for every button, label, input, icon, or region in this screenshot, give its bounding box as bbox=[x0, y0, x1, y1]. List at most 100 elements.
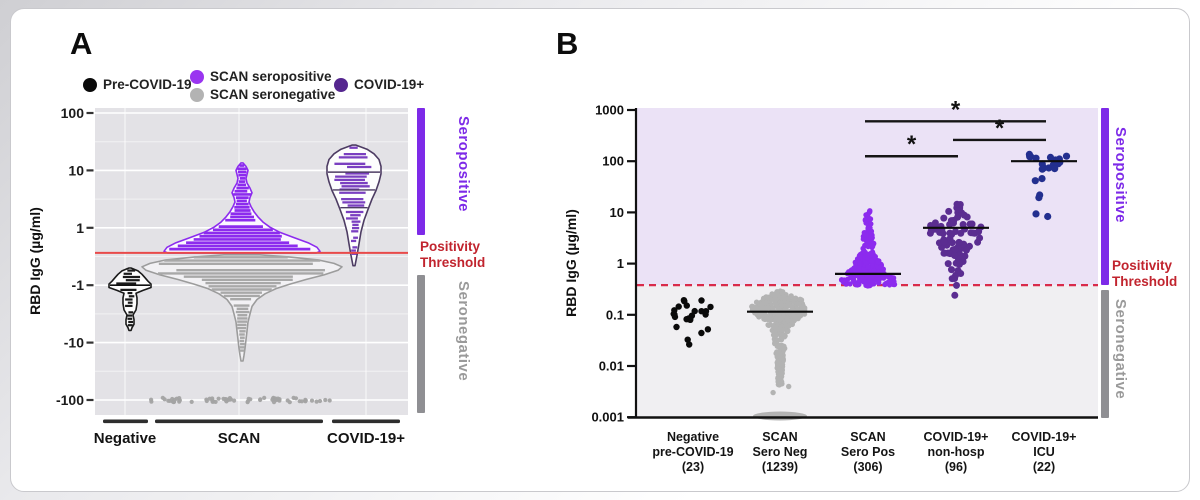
data-point bbox=[796, 301, 802, 307]
data-point bbox=[948, 230, 956, 238]
data-point bbox=[878, 264, 884, 270]
data-point bbox=[753, 299, 760, 305]
data-point bbox=[1035, 194, 1043, 202]
x-category-label: (23) bbox=[682, 460, 704, 474]
panel-b-seropositive-bar bbox=[1101, 108, 1109, 285]
data-point bbox=[698, 329, 705, 337]
y-tick-label: -10 bbox=[64, 335, 84, 351]
data-point bbox=[782, 345, 788, 352]
data-point bbox=[1046, 153, 1055, 161]
panel-a-positivity-threshold-label: Positivity Threshold bbox=[420, 239, 485, 271]
data-point bbox=[1044, 212, 1052, 221]
data-point bbox=[865, 251, 871, 258]
data-point bbox=[790, 297, 797, 303]
data-point bbox=[854, 282, 861, 288]
baseline-strip-dot bbox=[314, 399, 319, 404]
data-point bbox=[788, 303, 795, 310]
baseline-strip-dot bbox=[232, 398, 237, 403]
legend-item-covid19: COVID-19+ bbox=[334, 77, 424, 92]
significance-star: * bbox=[951, 96, 961, 123]
legend-item-scan-seronegative: SCAN seronegative bbox=[190, 87, 335, 102]
data-point bbox=[861, 230, 867, 236]
data-point bbox=[681, 298, 688, 305]
x-category-label: (22) bbox=[1033, 460, 1055, 474]
data-point bbox=[960, 211, 968, 219]
data-point bbox=[1038, 165, 1046, 173]
data-point bbox=[875, 259, 881, 265]
x-group-bracket bbox=[103, 419, 148, 424]
data-point bbox=[856, 260, 862, 266]
data-point bbox=[775, 312, 782, 318]
data-point bbox=[959, 253, 967, 261]
x-group-bracket bbox=[332, 419, 400, 424]
data-point bbox=[955, 260, 963, 268]
data-point bbox=[779, 331, 786, 338]
data-point bbox=[767, 316, 773, 322]
x-category-label: SCAN bbox=[762, 430, 797, 444]
y-tick-label: 1000 bbox=[595, 103, 624, 118]
x-category-label: ICU bbox=[1033, 445, 1055, 459]
data-point bbox=[876, 277, 882, 283]
y-tick-label: 0.01 bbox=[599, 359, 624, 374]
y-tick-label: 1 bbox=[76, 220, 84, 236]
panel-b-seronegative-label: Seronegative bbox=[1112, 299, 1129, 400]
data-point bbox=[770, 389, 776, 396]
data-point bbox=[1051, 165, 1059, 173]
data-point bbox=[776, 361, 782, 367]
baseline-strip-dot bbox=[293, 396, 299, 401]
data-point bbox=[940, 214, 948, 222]
legend-dot-gray-icon bbox=[190, 87, 204, 102]
data-point bbox=[675, 303, 682, 310]
data-point bbox=[890, 275, 897, 281]
data-point bbox=[684, 336, 691, 343]
baseline-strip-dot bbox=[262, 395, 267, 400]
data-point bbox=[953, 200, 961, 208]
x-category-label: (1239) bbox=[762, 460, 798, 474]
data-point bbox=[769, 291, 775, 297]
data-point bbox=[772, 333, 779, 339]
data-point bbox=[752, 304, 759, 311]
data-point bbox=[707, 303, 714, 311]
panel-a-seronegative-label: Seronegative bbox=[455, 281, 472, 382]
data-point bbox=[785, 296, 792, 302]
data-point bbox=[1062, 152, 1071, 160]
data-point bbox=[868, 233, 874, 240]
baseline-strip-dot bbox=[327, 398, 332, 403]
data-point bbox=[948, 239, 956, 247]
panel-b-letter: B bbox=[556, 26, 579, 61]
data-point bbox=[765, 305, 771, 311]
panel-b-seronegative-bar bbox=[1101, 290, 1109, 418]
data-point bbox=[866, 243, 872, 249]
data-point bbox=[951, 245, 959, 253]
x-group-label: COVID-19+ bbox=[327, 430, 405, 447]
x-category-label: Sero Neg bbox=[753, 445, 808, 459]
data-point bbox=[940, 238, 948, 246]
x-category-label: (96) bbox=[945, 460, 967, 474]
panel-a-letter: A bbox=[70, 26, 93, 61]
data-point bbox=[962, 246, 970, 254]
baseline-strip-dot bbox=[216, 396, 221, 401]
x-category-label: pre-COVID-19 bbox=[652, 445, 733, 459]
legend-dot-darkpurple-icon bbox=[334, 77, 348, 92]
data-point bbox=[799, 304, 805, 310]
y-tick-label: 10 bbox=[610, 205, 624, 220]
data-point bbox=[779, 370, 785, 376]
baseline-strip-dot bbox=[317, 398, 323, 404]
data-point bbox=[773, 350, 779, 357]
y-tick-label: 100 bbox=[602, 154, 624, 169]
data-point bbox=[670, 310, 677, 318]
baseline-strip-dot bbox=[162, 397, 167, 402]
data-point bbox=[778, 302, 785, 308]
data-point bbox=[861, 279, 867, 285]
panel-a-plot: 100 10 1 -1 -10 -100 Negative SCAN COVID-19+ bbox=[56, 105, 408, 447]
data-point bbox=[771, 329, 778, 335]
legend-label: Pre-COVID-19 bbox=[103, 77, 192, 92]
baseline-strip-dot bbox=[273, 398, 278, 403]
data-point bbox=[1032, 154, 1040, 162]
data-point bbox=[673, 323, 680, 331]
panel-b-plot: * * * 1000 100 10 1 0.1 0.01 0.001 Negativepre-COV… bbox=[591, 96, 1098, 474]
data-point bbox=[955, 238, 963, 246]
baseline-strip-dot bbox=[258, 397, 263, 403]
data-point bbox=[884, 273, 891, 280]
data-point bbox=[968, 220, 976, 228]
